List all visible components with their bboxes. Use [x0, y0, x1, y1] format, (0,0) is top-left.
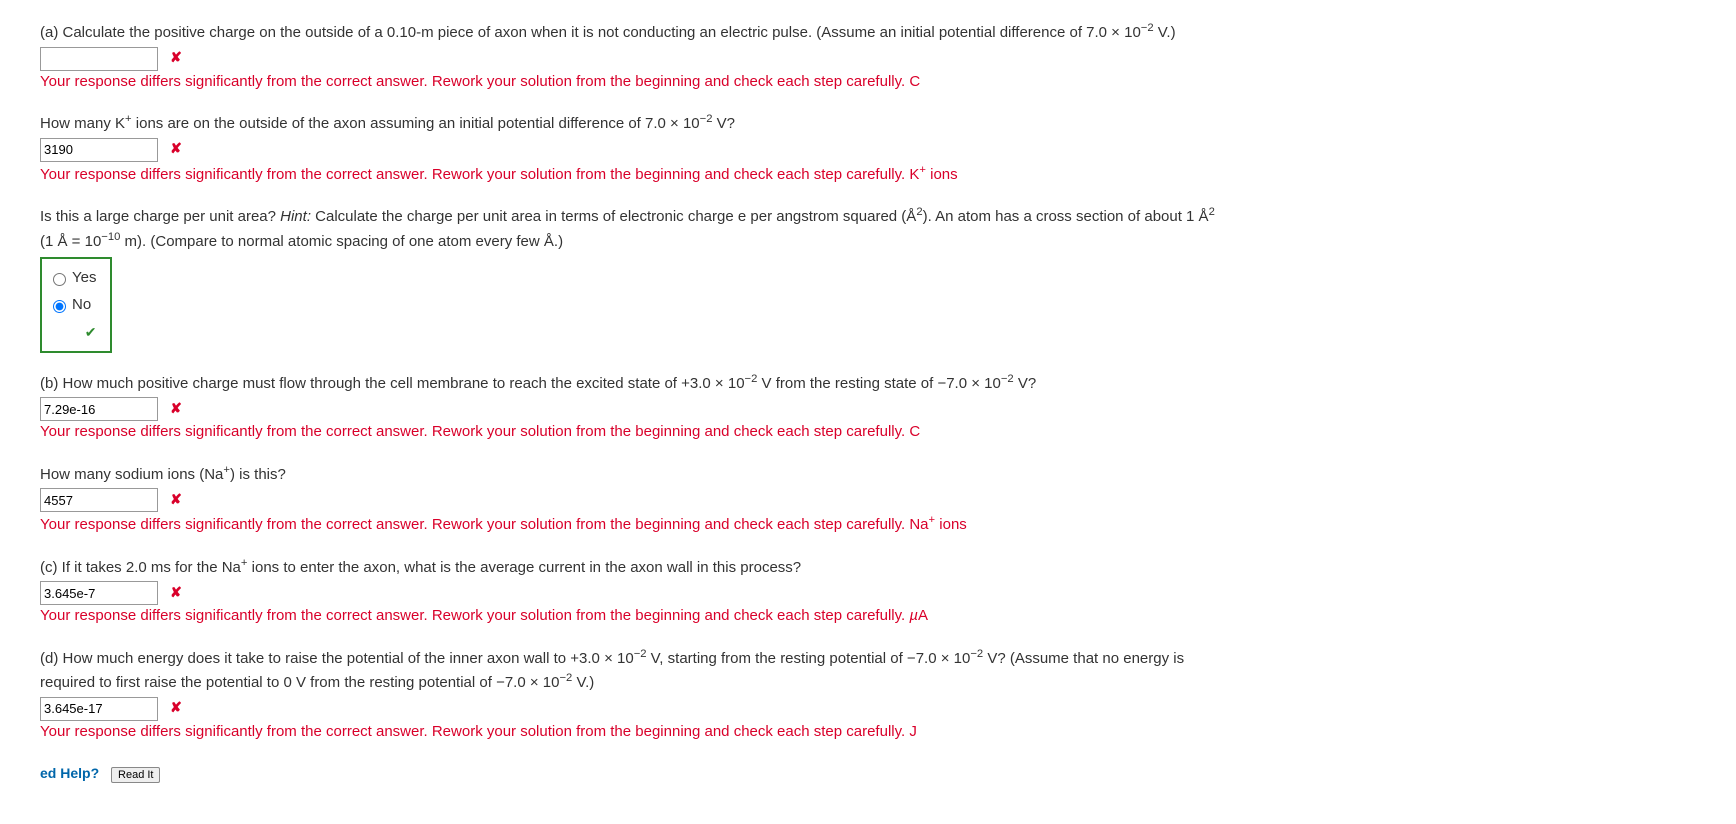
- part-a-q2-prompt: How many K+ ions are on the outside of t…: [40, 111, 1696, 136]
- sup: +: [125, 113, 132, 125]
- part-a-q3-prompt: Is this a large charge per unit area? Hi…: [40, 204, 1696, 253]
- incorrect-icon: ✘: [170, 699, 182, 715]
- feedback-text: Your response differs significantly from…: [40, 516, 905, 533]
- part-c-prompt: (c) If it takes 2.0 ms for the Na+ ions …: [40, 555, 1696, 580]
- text: V?: [1014, 375, 1037, 392]
- exp: −2: [634, 648, 647, 660]
- part-a-q2: How many K+ ions are on the outside of t…: [40, 111, 1696, 186]
- text: ) is this?: [230, 466, 286, 483]
- exp: −10: [101, 231, 120, 243]
- feedback-text: Your response differs significantly from…: [40, 73, 905, 90]
- radio-no-label: No: [72, 294, 91, 317]
- read-it-button[interactable]: Read It: [111, 767, 160, 783]
- radio-yes-row[interactable]: Yes: [48, 265, 96, 292]
- text: required to first raise the potential to…: [40, 674, 559, 691]
- text: V.): [572, 674, 594, 691]
- unit: K+ ions: [909, 166, 957, 183]
- text: (d) How much energy does it take to rais…: [40, 650, 634, 667]
- part-d-feedback: Your response differs significantly from…: [40, 721, 1696, 744]
- exp: −2: [1141, 22, 1154, 34]
- radio-yes[interactable]: [53, 273, 66, 286]
- text: V?: [712, 115, 735, 132]
- part-a: (a) Calculate the positive charge on the…: [40, 20, 1696, 93]
- feedback-text: Your response differs significantly from…: [40, 166, 905, 183]
- text: (c) If it takes 2.0 ms for the Na: [40, 559, 241, 576]
- part-b-q2-prompt: How many sodium ions (Na+) is this?: [40, 462, 1696, 487]
- radio-group: Yes No ✔: [40, 257, 112, 353]
- correct-row: ✔: [48, 318, 96, 345]
- part-b-answer2-input[interactable]: [40, 488, 158, 512]
- radio-no[interactable]: [53, 300, 66, 313]
- text: V.): [1154, 24, 1176, 41]
- text: V? (Assume that no energy is: [983, 650, 1184, 667]
- feedback-text: Your response differs significantly from…: [40, 723, 905, 740]
- exp: −2: [559, 672, 572, 684]
- part-b-answer1-row: ✘: [40, 397, 1696, 421]
- radio-no-row[interactable]: No: [48, 292, 96, 319]
- incorrect-icon: ✘: [170, 491, 182, 507]
- part-d: (d) How much energy does it take to rais…: [40, 646, 1696, 744]
- text: Calculate the charge per unit area in te…: [311, 208, 916, 225]
- part-c-answer-input[interactable]: [40, 581, 158, 605]
- part-a-answer1-input[interactable]: [40, 47, 158, 71]
- part-a-prompt: (a) Calculate the positive charge on the…: [40, 20, 1696, 45]
- text: V, starting from the resting potential o…: [647, 650, 971, 667]
- part-b-feedback1: Your response differs significantly from…: [40, 421, 1696, 444]
- part-d-answer-input[interactable]: [40, 697, 158, 721]
- part-a-answer2-row: ✘: [40, 138, 1696, 162]
- part-b: (b) How much positive charge must flow t…: [40, 371, 1696, 444]
- part-a-answer1-row: ✘: [40, 47, 1696, 71]
- help-row: ed Help? Read It: [40, 763, 1696, 784]
- incorrect-icon: ✘: [170, 140, 182, 156]
- part-c-answer-row: ✘: [40, 581, 1696, 605]
- unit: C: [909, 73, 920, 90]
- unit: C: [909, 423, 920, 440]
- text: m). (Compare to normal atomic spacing of…: [120, 233, 563, 250]
- part-a-answer2-input[interactable]: [40, 138, 158, 162]
- exp: −2: [970, 648, 983, 660]
- part-b-feedback2: Your response differs significantly from…: [40, 512, 1696, 537]
- exp: −2: [700, 113, 713, 125]
- text: ). An atom has a cross section of about …: [923, 208, 1209, 225]
- feedback-text: Your response differs significantly from…: [40, 607, 905, 624]
- text: (1 Å = 10: [40, 233, 101, 250]
- unit: µA: [909, 607, 928, 624]
- incorrect-icon: ✘: [170, 400, 182, 416]
- text: How many K: [40, 115, 125, 132]
- exp: −2: [1001, 373, 1014, 385]
- sup: +: [223, 464, 230, 476]
- part-b-q2: How many sodium ions (Na+) is this? ✘ Yo…: [40, 462, 1696, 537]
- part-d-answer-row: ✘: [40, 697, 1696, 721]
- text: V from the resting state of −7.0 × 10: [757, 375, 1000, 392]
- sup: 2: [1209, 206, 1215, 218]
- hint-label: Hint:: [280, 208, 311, 225]
- part-b-answer2-row: ✘: [40, 488, 1696, 512]
- unit: Na+ ions: [909, 516, 966, 533]
- text: ions to enter the axon, what is the aver…: [247, 559, 801, 576]
- radio-yes-label: Yes: [72, 267, 96, 290]
- part-c: (c) If it takes 2.0 ms for the Na+ ions …: [40, 555, 1696, 628]
- part-b-answer1-input[interactable]: [40, 397, 158, 421]
- unit: J: [909, 723, 917, 740]
- text: (b) How much positive charge must flow t…: [40, 375, 745, 392]
- text: Is this a large charge per unit area?: [40, 208, 280, 225]
- part-a-feedback2: Your response differs significantly from…: [40, 162, 1696, 187]
- part-d-prompt: (d) How much energy does it take to rais…: [40, 646, 1696, 695]
- feedback-text: Your response differs significantly from…: [40, 423, 905, 440]
- incorrect-icon: ✘: [170, 49, 182, 65]
- incorrect-icon: ✘: [170, 584, 182, 600]
- part-c-feedback: Your response differs significantly from…: [40, 605, 1696, 628]
- text: ions are on the outside of the axon assu…: [132, 115, 700, 132]
- part-a-q3: Is this a large charge per unit area? Hi…: [40, 204, 1696, 353]
- correct-icon: ✔: [85, 324, 97, 340]
- part-b-prompt: (b) How much positive charge must flow t…: [40, 371, 1696, 396]
- need-help-label: ed Help?: [40, 765, 99, 781]
- exp: −2: [745, 373, 758, 385]
- text: (a) Calculate the positive charge on the…: [40, 24, 1141, 41]
- part-a-feedback1: Your response differs significantly from…: [40, 71, 1696, 94]
- text: How many sodium ions (Na: [40, 466, 223, 483]
